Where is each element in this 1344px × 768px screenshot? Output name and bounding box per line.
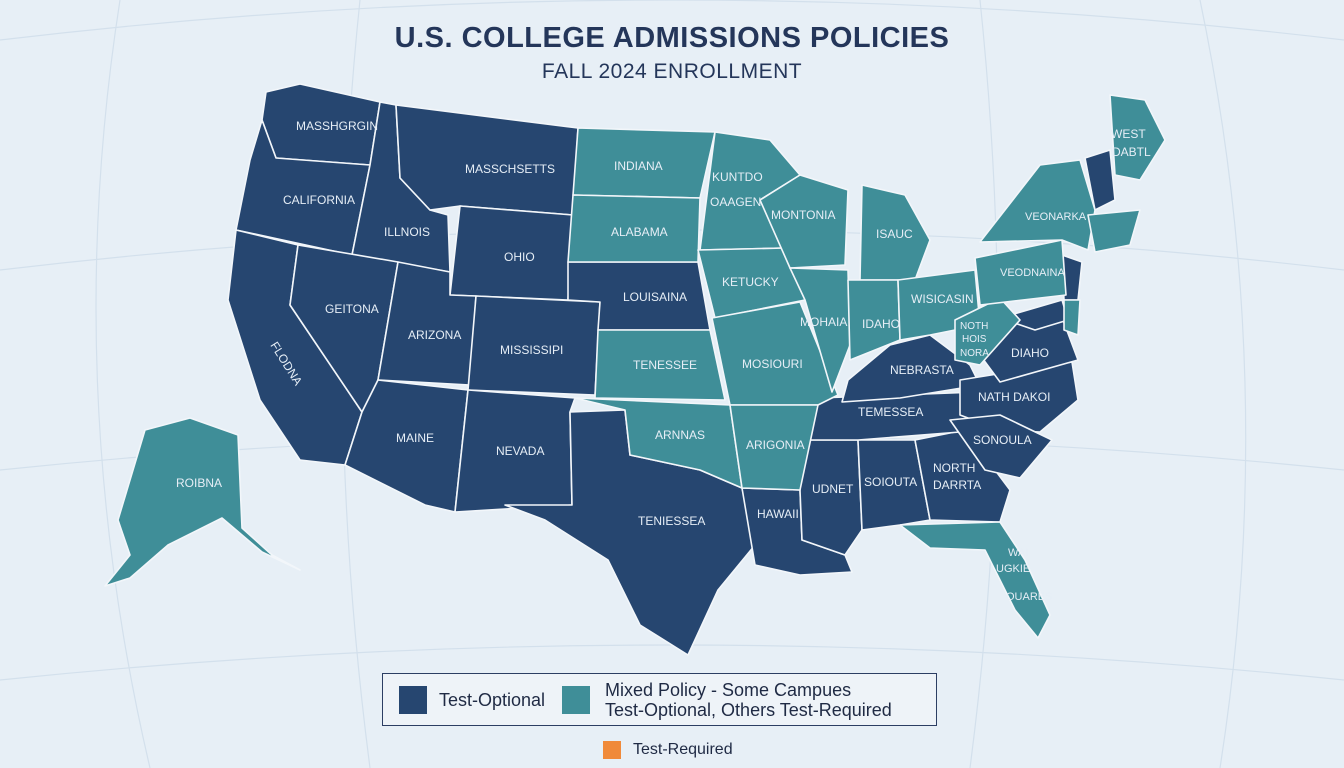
state-new-england <box>1087 209 1141 253</box>
legend-label-test-optional: Test-Optional <box>439 690 546 710</box>
label-georgia-line2: DARRTA <box>933 478 981 492</box>
label-florida-line2: UGKIE <box>996 563 1030 575</box>
state-florida <box>899 521 1051 639</box>
label-nebraska: LOUISAINA <box>623 290 687 304</box>
legend-label-mixed-line2: Test-Optional, Others Test-Required <box>605 700 892 720</box>
state-missouri <box>711 301 839 406</box>
label-michigan: ISAUC <box>876 227 913 241</box>
label-indiana: IDAHO <box>862 317 900 331</box>
state-alaska <box>104 417 301 587</box>
label-alaska: ROIBNA <box>176 476 222 490</box>
state-montana <box>395 104 579 216</box>
state-pennsylvania <box>974 239 1067 306</box>
state-south-carolina <box>949 414 1053 479</box>
map-title: U.S. COLLEGE ADMISSIONS POLICIES <box>394 22 950 54</box>
label-missouri: MOSIOURI <box>742 357 803 371</box>
label-virginia: DIAHO <box>1011 346 1049 360</box>
label-colorado: MISSISSIPI <box>500 343 563 357</box>
legend: Test-Optional Mixed Policy - Some Campue… <box>382 673 937 726</box>
label-florida-line3: OUARES <box>1006 591 1052 603</box>
label-texas: TENIESSEA <box>638 514 705 528</box>
label-maine-line1: WEST <box>1111 127 1146 141</box>
label-south-carolina: SONOULA <box>973 433 1032 447</box>
label-pennsylvania: VEODNAINA <box>1000 267 1065 279</box>
label-idaho: ILLNOIS <box>384 225 430 239</box>
legend-label-mixed-line1: Mixed Policy - Some Campues <box>605 680 852 700</box>
state-arkansas <box>729 404 819 491</box>
legend-label-test-required: Test-Required <box>633 741 733 758</box>
legend-swatch-test-optional <box>399 686 427 714</box>
label-new-york: VEONARKA <box>1025 211 1087 223</box>
state-delaware <box>1063 299 1081 336</box>
label-florida-line1: WAI <box>1008 547 1028 559</box>
state-maine <box>1109 94 1166 181</box>
state-wisconsin <box>759 174 849 269</box>
label-wyoming: OHIO <box>504 250 535 264</box>
state-michigan <box>859 184 931 281</box>
state-illinois <box>789 267 851 393</box>
state-mississippi <box>799 439 863 556</box>
label-montana: MASSCHSETTS <box>465 162 555 176</box>
label-oregon: CALIFORNIA <box>283 193 355 207</box>
label-north-carolina: NATH DAKOI <box>978 390 1050 404</box>
label-washington: MASSHGRGIN <box>296 119 378 133</box>
state-south-dakota <box>567 194 701 263</box>
label-tennessee: TEMESSEA <box>858 405 923 419</box>
legend-swatch-test-required <box>603 741 621 759</box>
state-kansas <box>594 329 726 401</box>
label-louisiana: HAWAII <box>757 507 799 521</box>
state-kentucky <box>841 334 981 403</box>
label-minnesota-line2: OAAGEN <box>710 195 761 209</box>
label-kansas: TENESSEE <box>633 358 697 372</box>
label-new-mexico: NEVADA <box>496 444 544 458</box>
label-north-dakota: INDIANA <box>614 159 663 173</box>
label-arizona: MAINE <box>396 431 434 445</box>
state-alabama <box>857 439 931 531</box>
label-iowa: KETUCKY <box>722 275 779 289</box>
label-west-virginia-line2: HOIS <box>962 334 987 345</box>
label-mississippi: UDNET <box>812 482 854 496</box>
label-kentucky: NEBRASTA <box>890 363 954 377</box>
label-georgia-line1: NORTH <box>933 461 975 475</box>
label-wisconsin: MONTONIA <box>771 208 835 222</box>
state-new-york <box>979 159 1096 251</box>
state-vermont-nh <box>1084 149 1116 211</box>
label-west-virginia-line1: NOTH <box>960 321 988 332</box>
label-alabama: SOIOUTA <box>864 475 917 489</box>
label-south-dakota: ALABAMA <box>611 225 668 239</box>
label-nevada: GEITONA <box>325 302 379 316</box>
label-maine-line2: DABTL <box>1112 145 1151 159</box>
label-arkansas: ARIGONIA <box>746 438 805 452</box>
map-subtitle: FALL 2024 ENROLLMENT <box>541 60 803 83</box>
label-west-virginia-line3: NORA <box>960 348 989 359</box>
legend-swatch-mixed <box>562 686 590 714</box>
label-utah: ARIZONA <box>408 328 461 342</box>
label-illinois: MOHAIA <box>800 315 847 329</box>
label-minnesota-line1: KUNTDO <box>712 170 763 184</box>
label-ohio: WISICASIN <box>911 292 974 306</box>
region-labels: MASSHGRGIN CALIFORNIA ILLNOIS MASSCHSETT… <box>176 119 1151 603</box>
label-oklahoma: ARNNAS <box>655 428 705 442</box>
